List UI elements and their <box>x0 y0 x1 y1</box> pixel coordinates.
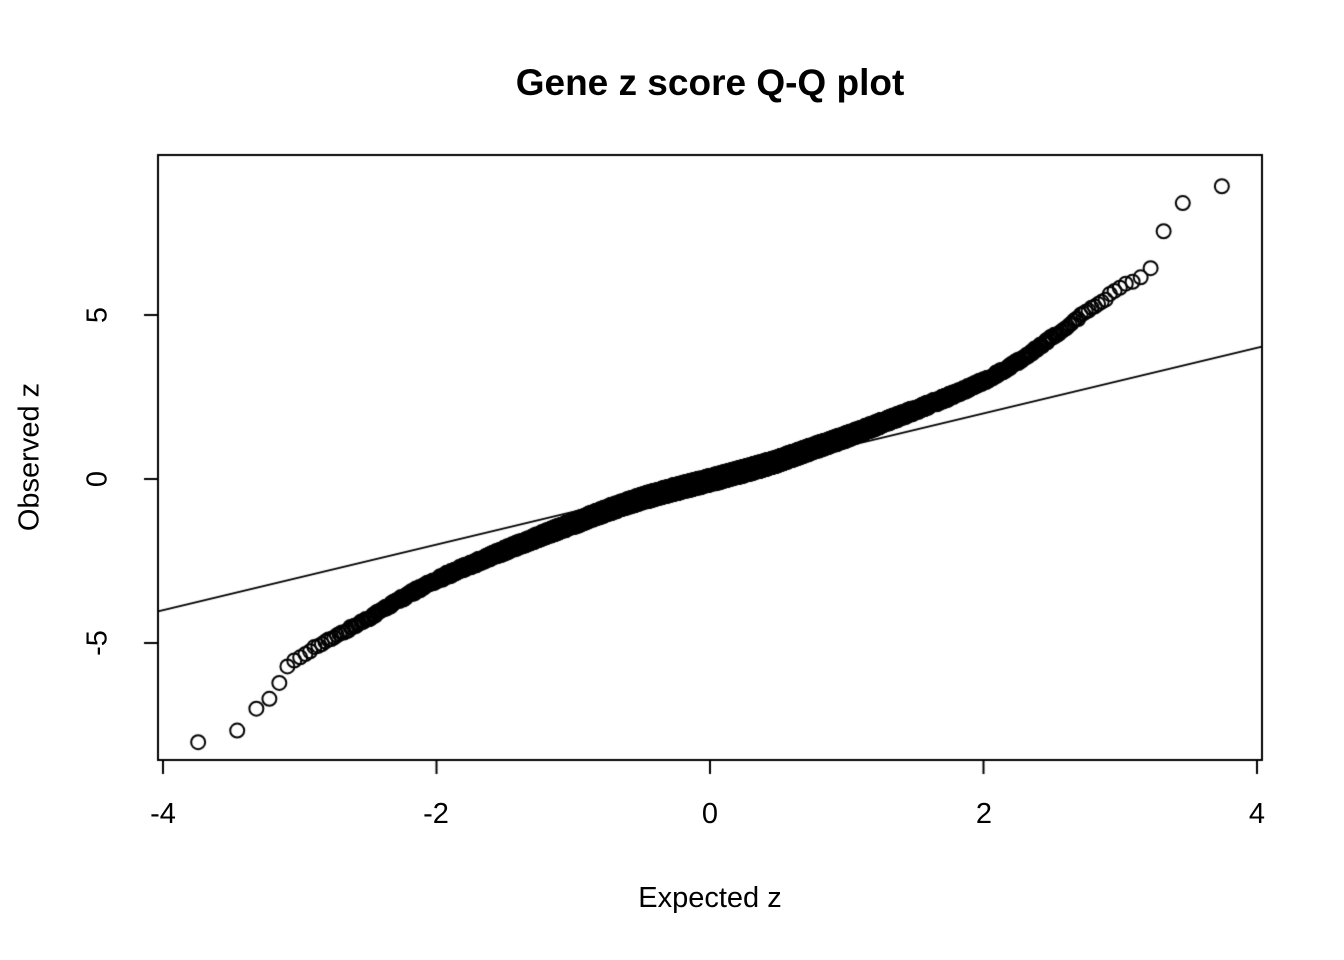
y-tick-label-0: 0 <box>81 470 114 488</box>
y-tick-label-neg5: -5 <box>81 630 114 656</box>
chart-title: Gene z score Q-Q plot <box>515 62 905 103</box>
x-axis-label: Expected z <box>638 882 782 914</box>
y-axis-label: Observed z <box>13 382 46 532</box>
y-tick-label-5: 5 <box>81 306 114 324</box>
